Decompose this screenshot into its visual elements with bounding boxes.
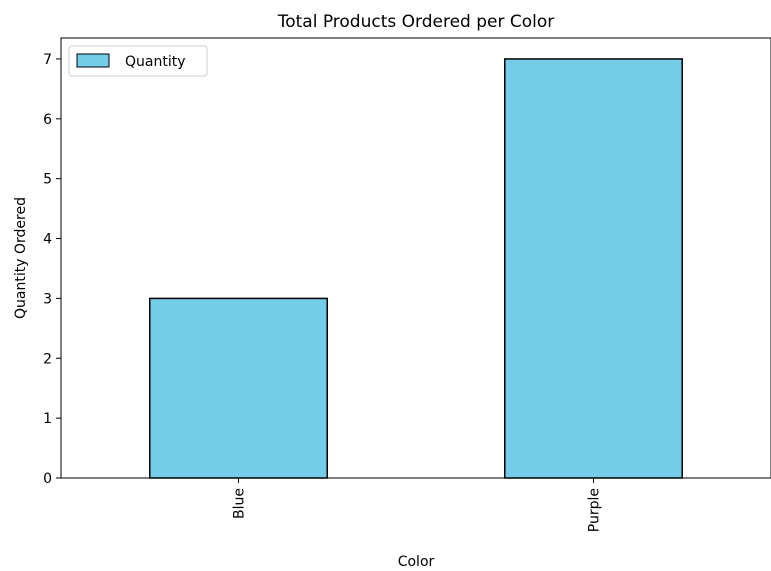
y-tick-label: 4: [43, 232, 52, 248]
x-axis: Blue Purple: [232, 478, 603, 532]
bar-purple: [504, 58, 683, 479]
y-tick-label: 0: [43, 471, 52, 487]
plot-frame: [60, 37, 771, 479]
legend-swatch: [76, 53, 110, 68]
y-tick-label: 2: [43, 351, 52, 367]
legend: Quantity: [68, 45, 208, 77]
chart-title: Total Products Ordered per Color: [277, 12, 555, 32]
legend-label: Quantity: [125, 54, 186, 70]
x-axis-label: Color: [398, 554, 435, 570]
y-tick-label: 1: [43, 411, 52, 427]
bars: [149, 58, 683, 479]
y-tick-label: 5: [43, 172, 52, 188]
y-axis: 0 1 2 3 4 5 6 7: [43, 52, 61, 487]
y-tick-label: 6: [43, 112, 52, 128]
y-tick-label: 7: [43, 52, 52, 68]
bar-blue: [149, 297, 328, 479]
x-tick-label: Purple: [587, 488, 603, 532]
x-tick-label: Blue: [232, 488, 248, 519]
y-tick-label: 3: [43, 291, 52, 307]
y-axis-label: Quantity Ordered: [13, 197, 29, 319]
